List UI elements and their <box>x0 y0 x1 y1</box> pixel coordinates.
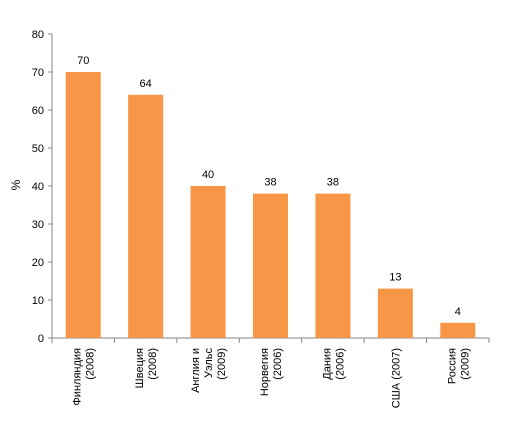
y-tick-label: 0 <box>38 333 44 345</box>
bar <box>315 193 351 338</box>
category-label: Россия (2009) <box>446 348 471 384</box>
y-tick-label: 10 <box>32 295 44 307</box>
bar <box>65 72 101 338</box>
bars <box>65 72 476 338</box>
bar <box>377 288 413 338</box>
y-tick-label: 80 <box>32 29 44 41</box>
data-label: 38 <box>327 177 339 189</box>
y-tick-label: 70 <box>32 67 44 79</box>
category-label: США (2007) <box>390 348 402 408</box>
bar <box>128 94 164 338</box>
bar <box>440 322 476 338</box>
category-label: Финляндия (2008) <box>72 348 97 406</box>
y-tick-label: 20 <box>32 257 44 269</box>
category-label-line: (2006) <box>334 348 346 380</box>
category-label: Норвегия (2006) <box>259 348 284 396</box>
data-labels: 70 64 40 38 38 13 4 <box>77 55 461 318</box>
y-axis-label: % <box>9 179 23 190</box>
category-label-line: Уэльс <box>203 348 215 379</box>
category-label-line: Швеция <box>134 348 146 388</box>
y-tick-label: 60 <box>32 105 44 117</box>
category-label-line: Финляндия <box>72 348 84 406</box>
data-label: 38 <box>264 177 276 189</box>
category-label-line: Россия <box>446 348 458 384</box>
data-label: 64 <box>140 78 152 90</box>
category-labels: Финляндия (2008) Швеция (2008) Англия и Уэльс… <box>72 348 472 409</box>
data-label: 4 <box>455 306 461 318</box>
bar <box>253 193 288 338</box>
bar <box>190 186 226 338</box>
category-label: Англия и Уэльс (2009) <box>190 348 228 393</box>
y-tick-label: 40 <box>32 181 44 193</box>
category-label-line: Дания <box>321 348 333 380</box>
category-label: Швеция (2008) <box>134 348 159 388</box>
y-tick-label: 50 <box>32 143 44 155</box>
category-label-line: (2008) <box>85 348 97 380</box>
category-label-line: (2006) <box>272 348 284 380</box>
data-label: 40 <box>202 169 214 181</box>
data-label: 13 <box>389 272 401 284</box>
category-label-line: США (2007) <box>390 348 402 408</box>
category-label: Дания (2006) <box>321 348 346 380</box>
y-tick-label: 30 <box>32 219 44 231</box>
category-label-line: (2009) <box>459 348 471 380</box>
category-label-line: (2008) <box>147 348 159 380</box>
data-label: 70 <box>77 55 89 67</box>
category-label-line: Англия и <box>190 348 202 393</box>
category-label-line: (2009) <box>216 348 228 380</box>
category-label-line: Норвегия <box>259 348 271 396</box>
